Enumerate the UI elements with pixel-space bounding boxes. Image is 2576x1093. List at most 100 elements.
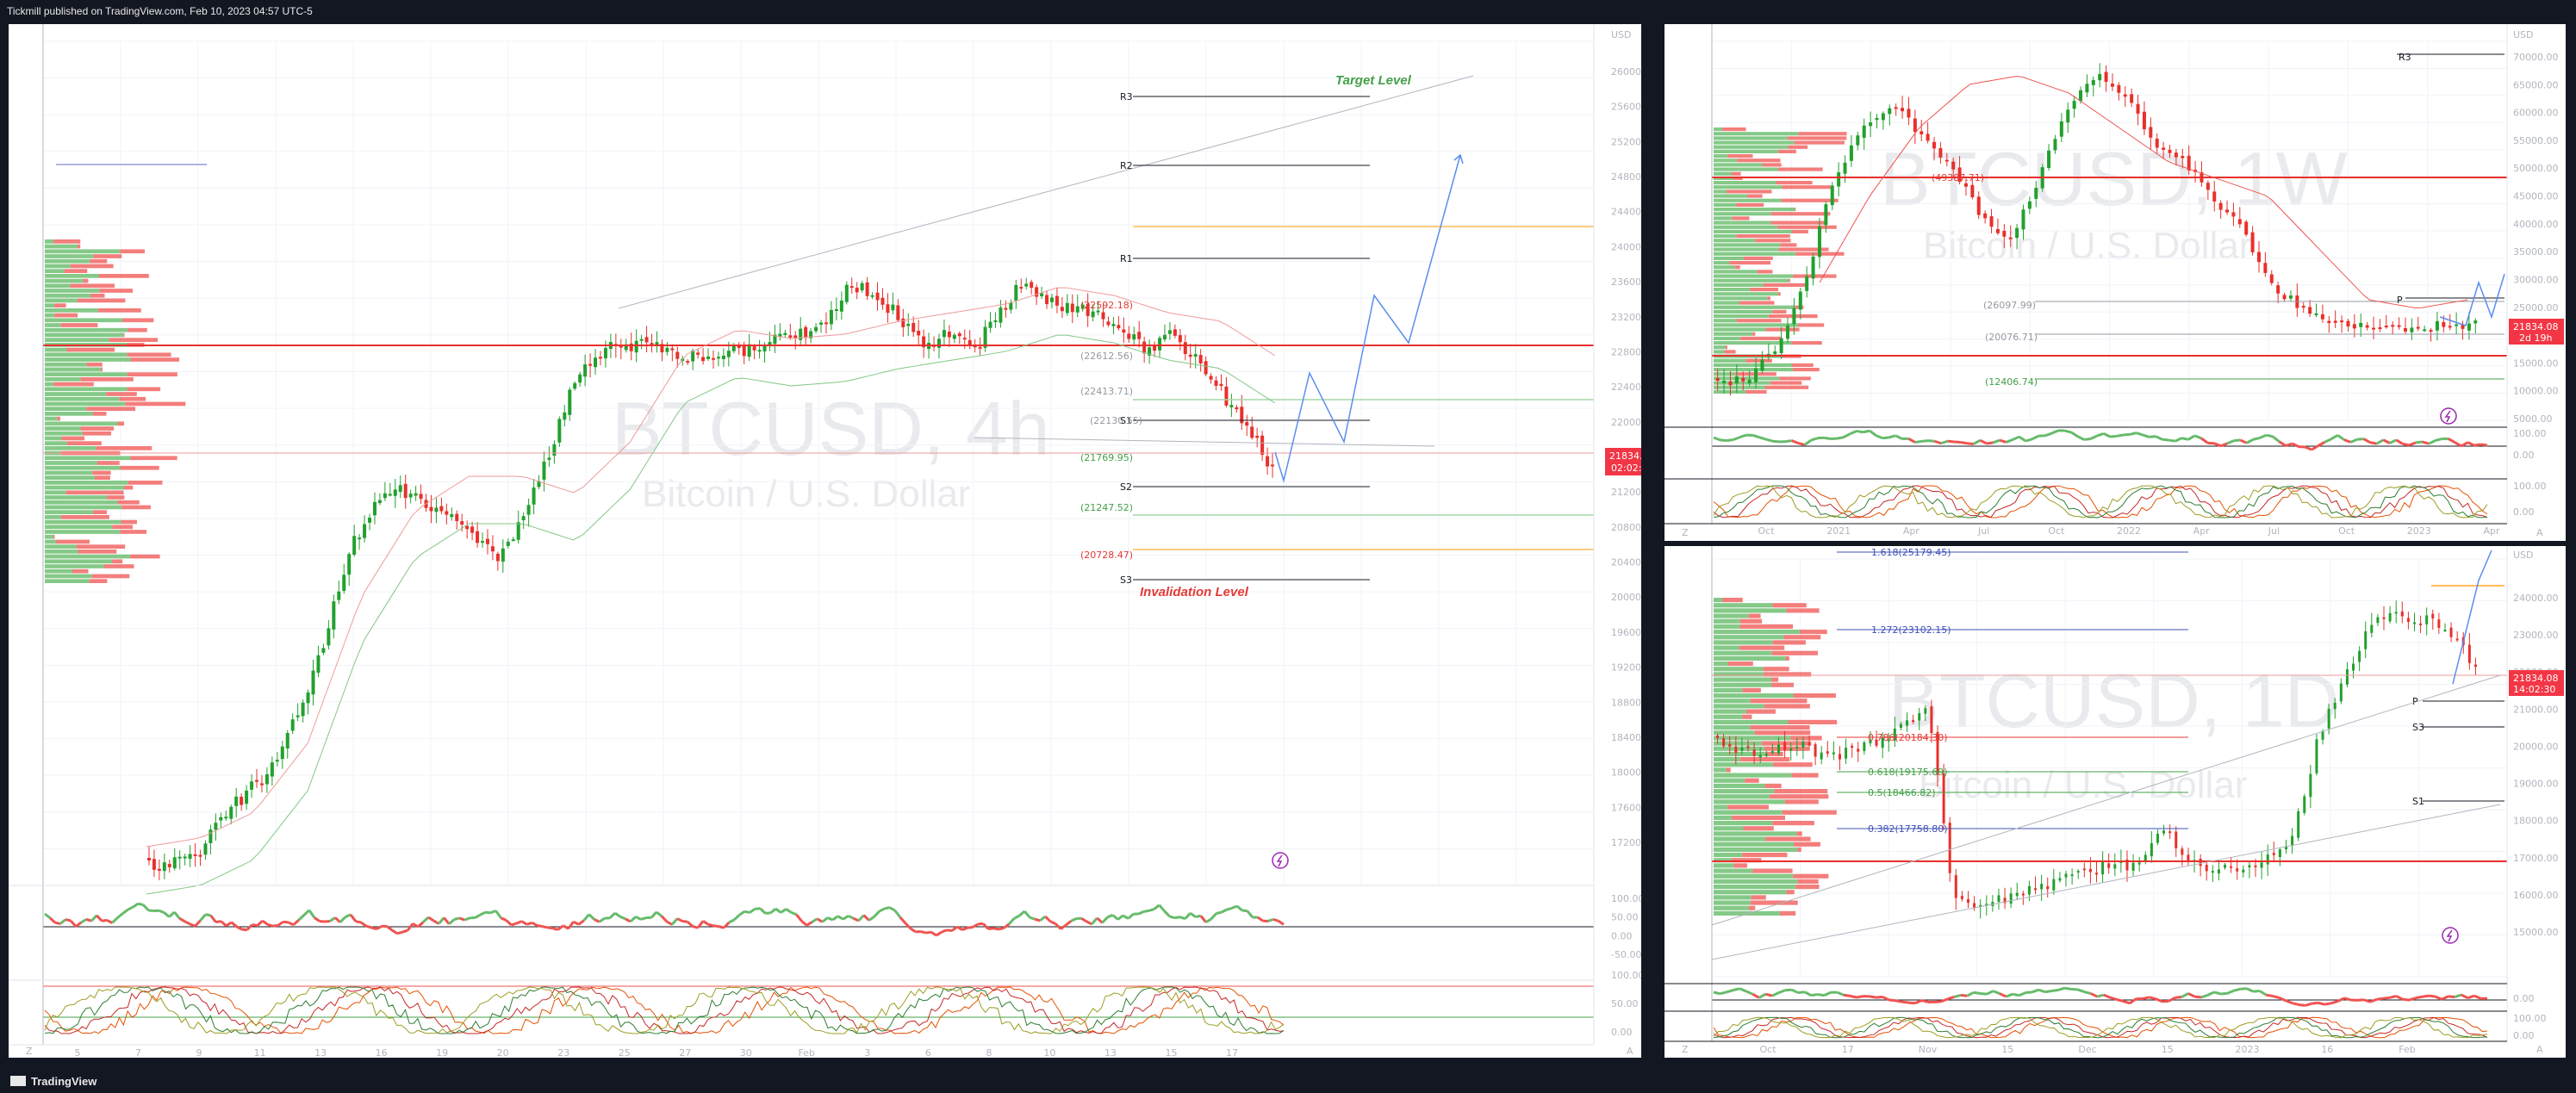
time-axis[interactable]: Oct 17 Nov 15 Dec 15 2023 16 Feb xyxy=(1759,1044,2415,1055)
candle-body xyxy=(1792,307,1796,325)
oscillator-segment xyxy=(1764,438,1773,443)
oscillator-segment xyxy=(386,925,394,932)
oscillators xyxy=(43,902,1594,1034)
price-axis[interactable]: 70000.00 65000.00 60000.00 55000.00 50000.00… xyxy=(2513,52,2559,518)
candle-body xyxy=(2410,327,2414,332)
volume-bar-sell xyxy=(60,323,98,327)
candle-body xyxy=(255,779,259,782)
price-axis[interactable]: 24000.0023000.0022000.0021000.0020000.00… xyxy=(2513,593,2559,1041)
chart-4h[interactable]: BTCUSD, 4h Bitcoin / U.S. Dollar R3 R2 R1 (… xyxy=(9,24,1641,1058)
oscillator-segment xyxy=(582,913,590,922)
oscillator-segment xyxy=(1257,916,1264,922)
oscillator-segment xyxy=(2051,988,2059,992)
oscillator-segment xyxy=(2096,432,2105,438)
candle-body xyxy=(1245,422,1249,426)
volume-bar-buy xyxy=(1714,630,1800,635)
candle-body xyxy=(1746,746,1750,748)
oscillator-segment xyxy=(712,924,719,928)
stochastic-line xyxy=(1713,485,2488,519)
auto-scale-button[interactable]: A xyxy=(1627,1046,1633,1057)
candle-body xyxy=(1906,720,1909,726)
oscillator-segment xyxy=(635,916,642,921)
osc-tick: 50.00 xyxy=(1611,912,1639,923)
oscillator-segment xyxy=(2239,438,2248,444)
oscillator-segment xyxy=(920,930,927,935)
volume-bar-sell xyxy=(78,244,81,249)
oscillator-segment xyxy=(780,908,787,914)
oscillator-segment xyxy=(2375,438,2385,445)
volume-bar-sell xyxy=(125,401,186,407)
oscillator-segment xyxy=(101,918,108,922)
oscillator-segment xyxy=(1101,916,1109,924)
candle-body xyxy=(2345,669,2349,685)
volume-bar-sell xyxy=(1750,725,1810,730)
level-label: (49387.71) xyxy=(1932,172,1984,183)
candle-body xyxy=(259,783,264,786)
oscillator-segment xyxy=(2363,998,2371,1003)
candle-body xyxy=(2181,848,2184,855)
oscillator-segment xyxy=(1850,994,1857,999)
weekly-chart-panel[interactable]: BTCUSD, 1W Bitcoin / U.S. Dollar R3 (4938… xyxy=(1664,24,2566,541)
candle-body xyxy=(993,320,998,322)
candle-body xyxy=(2378,326,2382,329)
time-axis[interactable]: Oct 2021 Apr Jul Oct 2022 Apr Jul Oct 2023 Apr xyxy=(1758,525,2500,537)
oscillator-segment xyxy=(520,920,528,926)
currency-label: USD xyxy=(1611,29,1632,40)
candle-body xyxy=(2297,810,2300,838)
oscillator-segment xyxy=(1999,992,2007,998)
auto-scale-button[interactable]: A xyxy=(2536,1044,2543,1055)
time-axis[interactable]: 5 7 9 11 13 16 19 20 23 25 27 30 Feb 3 6 8 10 13 15 17 xyxy=(75,1047,1239,1058)
daily-chart-panel[interactable]: BTCUSD, 1D Bitcoin / U.S. Dollar 1.618(2… xyxy=(1664,546,2566,1058)
volume-bar-buy xyxy=(1714,608,1787,613)
price-axis[interactable]: 26000.00 25600.00 25200.00 24800.00 24400.00… xyxy=(1611,66,1641,1038)
time-tick: Jul xyxy=(1977,525,1989,537)
candle-body xyxy=(2429,330,2433,332)
chart-1w[interactable]: BTCUSD, 1W Bitcoin / U.S. Dollar R3 (4938… xyxy=(1664,24,2566,541)
time-tick: 10 xyxy=(1043,1047,1055,1058)
time-tick: 27 xyxy=(679,1047,691,1058)
oscillator-segment xyxy=(744,910,750,915)
lightning-icon[interactable] xyxy=(2440,407,2457,425)
volume-bar-buy xyxy=(1714,327,1766,332)
volume-bar-buy xyxy=(45,421,118,426)
oscillator-segment xyxy=(2129,997,2137,1005)
oscillator-segment xyxy=(2038,988,2046,994)
zoom-mode-button[interactable]: Z xyxy=(26,1046,33,1057)
lightning-icon[interactable] xyxy=(2442,927,2459,944)
oscillator-segment xyxy=(769,907,777,915)
volume-bar-buy xyxy=(45,289,100,293)
oscillator-segment xyxy=(837,915,844,921)
volume-bar-sell xyxy=(80,377,134,382)
candle-body xyxy=(460,521,464,525)
candle-body xyxy=(2009,893,2013,904)
zoom-mode-button[interactable]: Z xyxy=(1682,1044,1689,1055)
price-tick: 17600.00 xyxy=(1611,802,1641,813)
projection-path xyxy=(1274,154,1461,483)
oscillator-segment xyxy=(2441,995,2449,1001)
lightning-icon[interactable] xyxy=(1272,852,1289,869)
volume-bar-buy xyxy=(45,372,128,376)
candle-body xyxy=(2315,739,2318,773)
oscillator-segment xyxy=(696,920,705,929)
oscillator-segment xyxy=(277,920,284,927)
time-tick: 2022 xyxy=(2117,525,2141,537)
volume-bar-buy xyxy=(45,367,102,372)
zoom-mode-button[interactable]: Z xyxy=(1682,527,1689,538)
candle-body xyxy=(321,648,326,653)
candle-body xyxy=(2237,219,2242,225)
tradingview-logo[interactable]: TradingView xyxy=(10,1075,96,1088)
volume-bar-buy xyxy=(1714,618,1740,624)
currency-label: USD xyxy=(2513,29,2534,40)
volume-bar-sell xyxy=(1745,358,1772,363)
oscillator-segment xyxy=(811,917,818,923)
oscillator-segment xyxy=(65,918,72,922)
candle-body xyxy=(455,513,459,521)
main-chart-panel[interactable]: BTCUSD, 4h Bitcoin / U.S. Dollar R3 R2 R1 (… xyxy=(9,24,1641,1058)
volume-bar-buy xyxy=(45,568,72,574)
candle-body xyxy=(332,601,336,630)
oscillator-segment xyxy=(2213,442,2222,448)
oscillator-segment xyxy=(2168,438,2176,443)
auto-scale-button[interactable]: A xyxy=(2536,527,2543,538)
candle-body xyxy=(952,334,956,339)
chart-1d[interactable]: BTCUSD, 1D Bitcoin / U.S. Dollar 1.618(2… xyxy=(1664,546,2566,1058)
